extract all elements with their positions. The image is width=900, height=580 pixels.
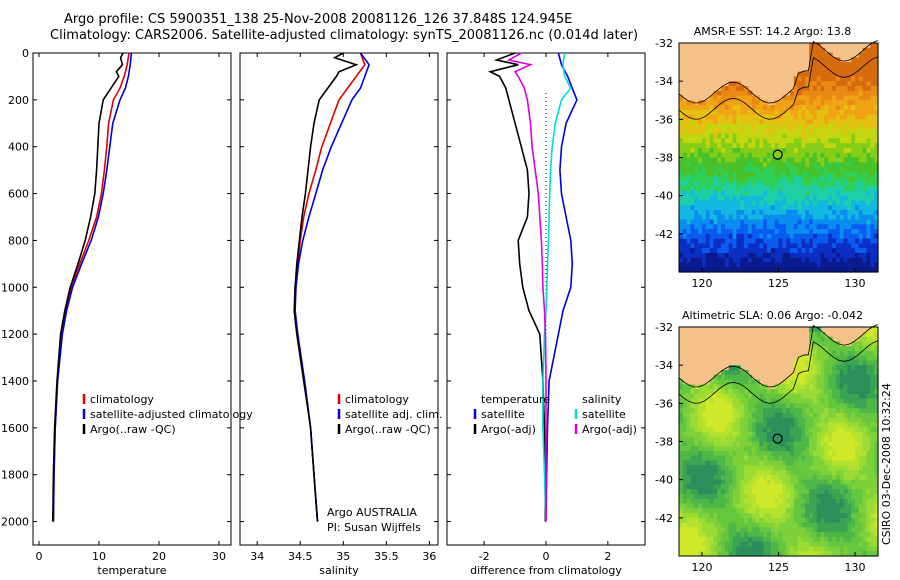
y-tick-label: 1400 (1, 375, 29, 388)
map-field-2 (679, 327, 879, 557)
map-y-tick-label: -36 (655, 397, 673, 410)
argo-location-marker (772, 433, 783, 444)
owner-annotation: Argo AUSTRALIA (327, 506, 417, 519)
map-y-tick-label: -42 (655, 512, 673, 525)
panel-frame-1 (32, 52, 232, 546)
temp-legend-label: climatology (90, 393, 154, 406)
series-line-temperature-satellite (545, 52, 578, 522)
map-y-tick-label: -32 (655, 321, 673, 334)
figure-title-line-1: Argo profile: CS 5900351_138 25-Nov-2008… (64, 12, 573, 27)
series-line-salinity-argo-adj- (506, 52, 547, 522)
x-tick-label: 0 (36, 550, 43, 563)
y-tick-label: 800 (8, 234, 29, 247)
series-line-temperature-argo-adj- (488, 52, 547, 522)
panel-frame-2 (239, 52, 439, 546)
y-tick-label: 600 (8, 188, 29, 201)
map-y-tick-label: -36 (655, 113, 673, 126)
series-line-satellite-adj-clim- (294, 52, 370, 522)
y-tick-label: 2000 (1, 516, 29, 529)
map-y-tick-label: -34 (655, 359, 673, 372)
series-line-argo-raw-qc- (293, 52, 359, 522)
argo-location-marker (772, 149, 783, 160)
y-tick-label: 1200 (1, 328, 29, 341)
pi-annotation: PI: Susan Wijffels (327, 521, 421, 534)
map-x-tick-label: 130 (845, 277, 866, 290)
map-x-tick-label: 130 (845, 561, 866, 574)
x-tick-label: 20 (152, 550, 166, 563)
temp-legend-label: satellite-adjusted climatology (90, 408, 253, 421)
diff-sal-legend-label: salinity (582, 393, 622, 406)
x-tick-label: 30 (212, 550, 226, 563)
map-field-1 (679, 43, 879, 273)
map-y-tick-label: -34 (655, 75, 673, 88)
map-title: AMSR-E SST: 14.2 Argo: 13.8 (694, 25, 852, 38)
map-y-tick-label: -38 (655, 152, 673, 165)
x-axis-label: temperature (97, 564, 166, 577)
diff-temp-legend-label: Argo(-adj) (481, 423, 536, 436)
x-tick-label: 35.5 (374, 550, 399, 563)
map-y-tick-label: -40 (655, 474, 673, 487)
map-coastline (678, 40, 879, 104)
map-y-tick-label: -32 (655, 37, 673, 50)
map-x-tick-label: 125 (768, 561, 789, 574)
sal-legend-label: satellite adj. clim. (345, 408, 442, 421)
x-tick-label: 34.5 (288, 550, 313, 563)
x-tick-label: 34 (250, 550, 264, 563)
y-tick-label: 400 (8, 141, 29, 154)
sal-legend-label: climatology (345, 393, 409, 406)
diff-temp-legend-label: temperature (481, 393, 550, 406)
map-coastline (678, 324, 879, 388)
map-x-tick-label: 125 (768, 277, 789, 290)
series-line-argo-raw-qc- (52, 52, 124, 522)
y-tick-label: 1600 (1, 422, 29, 435)
diff-sal-legend-label: Argo(-adj) (582, 423, 637, 436)
y-tick-label: 1800 (1, 469, 29, 482)
series-line-salinity-satellite (542, 52, 572, 522)
map-shelf-contour (678, 340, 879, 404)
map-title: Altimetric SLA: 0.06 Argo: -0.042 (682, 309, 863, 322)
sal-legend-label: Argo(..raw -QC) (345, 423, 431, 436)
y-tick-label: 0 (22, 47, 29, 60)
x-tick-label: 2 (604, 550, 611, 563)
x-tick-label: 10 (92, 550, 106, 563)
map-x-tick-label: 120 (691, 561, 712, 574)
x-tick-label: 35 (336, 550, 350, 563)
x-tick-label: 0 (543, 550, 550, 563)
map-x-tick-label: 120 (691, 277, 712, 290)
map-y-tick-label: -38 (655, 436, 673, 449)
diff-sal-legend-label: satellite (582, 408, 626, 421)
y-tick-label: 1000 (1, 281, 29, 294)
y-tick-label: 200 (8, 94, 29, 107)
x-tick-label: -2 (479, 550, 490, 563)
map-shelf-contour (678, 56, 879, 120)
x-axis-label: difference from climatology (470, 564, 622, 577)
x-tick-label: 36 (422, 550, 436, 563)
map-y-tick-label: -40 (655, 190, 673, 203)
figure-title-line-2: Climatology: CARS2006. Satellite-adjuste… (50, 28, 639, 43)
diff-temp-legend-label: satellite (481, 408, 525, 421)
temp-legend-label: Argo(..raw -QC) (90, 423, 176, 436)
x-axis-label: salinity (319, 564, 359, 577)
map-y-tick-label: -42 (655, 228, 673, 241)
